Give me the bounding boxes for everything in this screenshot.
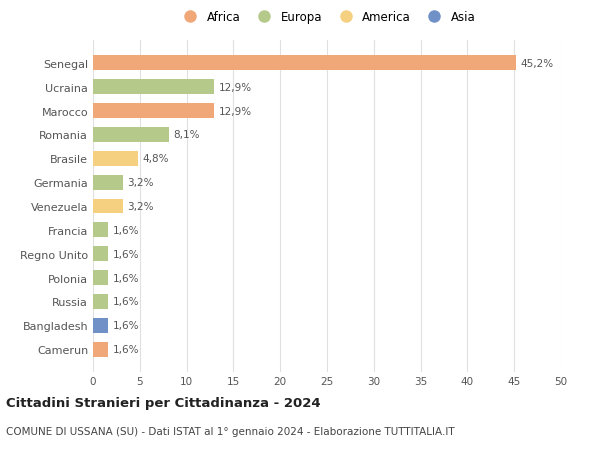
Text: 12,9%: 12,9%	[218, 106, 251, 116]
Bar	[93, 223, 108, 238]
Text: Cittadini Stranieri per Cittadinanza - 2024: Cittadini Stranieri per Cittadinanza - 2…	[6, 396, 320, 409]
Legend: Africa, Europa, America, Asia: Africa, Europa, America, Asia	[173, 6, 481, 29]
Text: 8,1%: 8,1%	[173, 130, 200, 140]
Bar	[93, 271, 108, 285]
Text: 1,6%: 1,6%	[113, 344, 139, 354]
Text: 1,6%: 1,6%	[113, 249, 139, 259]
Text: 1,6%: 1,6%	[113, 273, 139, 283]
Text: 3,2%: 3,2%	[128, 178, 154, 188]
Bar	[93, 151, 138, 166]
Text: 45,2%: 45,2%	[521, 59, 554, 69]
Bar	[93, 318, 108, 333]
Bar	[93, 342, 108, 357]
Bar	[93, 294, 108, 309]
Bar	[93, 199, 123, 214]
Text: COMUNE DI USSANA (SU) - Dati ISTAT al 1° gennaio 2024 - Elaborazione TUTTITALIA.: COMUNE DI USSANA (SU) - Dati ISTAT al 1°…	[6, 426, 455, 436]
Text: 1,6%: 1,6%	[113, 297, 139, 307]
Bar	[93, 80, 214, 95]
Bar	[93, 56, 516, 71]
Bar	[93, 104, 214, 119]
Text: 1,6%: 1,6%	[113, 320, 139, 330]
Bar	[93, 128, 169, 142]
Text: 12,9%: 12,9%	[218, 83, 251, 93]
Text: 4,8%: 4,8%	[143, 154, 169, 164]
Bar	[93, 175, 123, 190]
Bar	[93, 247, 108, 262]
Text: 1,6%: 1,6%	[113, 225, 139, 235]
Text: 3,2%: 3,2%	[128, 202, 154, 212]
